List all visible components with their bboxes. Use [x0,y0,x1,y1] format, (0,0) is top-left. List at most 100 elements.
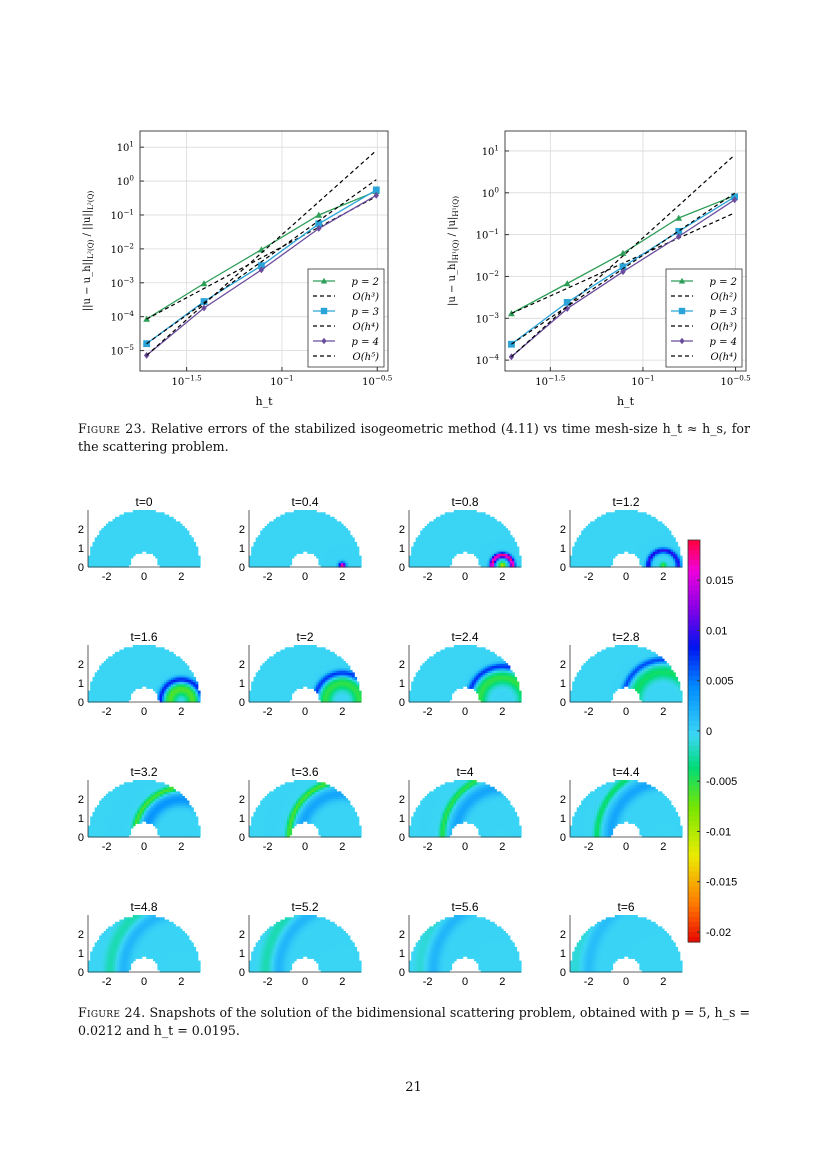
field-cell [456,530,459,534]
field-cell [262,560,266,564]
y-tick-label: 10−1 [476,227,499,242]
field-cell [322,523,326,527]
field-cell [166,553,170,557]
field-cell [329,523,333,527]
field-cell [159,528,163,532]
field-cell [456,523,459,527]
field-cell [157,535,161,538]
field-cell [262,551,266,554]
field-cell [166,562,170,566]
field-cell [422,539,426,543]
field-cell [340,544,344,548]
field-cell [255,551,259,554]
field-cell [325,519,328,522]
field-cell [282,519,286,522]
field-cell [447,521,450,525]
field-cell [123,535,127,538]
field-cell [173,555,176,559]
field-cell [440,535,444,538]
field-cell [164,523,167,527]
field-cell [305,546,308,550]
field-cell [429,555,432,559]
field-cell [117,548,120,552]
field-cell [287,564,290,568]
field-cell [298,510,302,513]
field-cell [336,535,340,538]
field-cell [110,544,114,548]
field-cell [289,528,293,532]
field-cell [144,521,147,525]
field-cell [449,546,453,550]
plot-frame [504,130,747,372]
field-cell [675,541,679,545]
field-cell [182,544,185,548]
field-cell [128,516,132,520]
field-cell [182,551,185,554]
field-cell [186,546,190,550]
field-cell [334,562,337,566]
field-cell [101,546,105,550]
field-cell [262,555,266,559]
field-cell [329,551,333,554]
field-cell [253,560,257,564]
field-cell [418,557,421,561]
field-cell [128,521,132,525]
field-cell [90,548,93,552]
field-cell [99,537,102,541]
field-cell [451,526,455,529]
diamond-marker [676,233,682,240]
field-cell [426,553,430,557]
field-cell [103,537,107,541]
field-cell [456,512,459,516]
field-cell [298,551,302,554]
field-cell [157,516,161,520]
field-cell [289,532,293,536]
field-cell [453,519,457,522]
field-cell [108,526,111,529]
field-cell [429,562,432,566]
field-cell [424,537,428,541]
field-cell [175,555,179,559]
field-cell [150,539,154,543]
field-cell [130,528,134,532]
y-tick-label: 0 [560,562,566,574]
field-cell [130,555,134,559]
field-cell [278,539,281,543]
field-cell [278,548,281,552]
legend-label: p = 4 [352,337,380,348]
field-cell [157,562,161,566]
field-cell [130,514,134,518]
field-cell [327,516,331,520]
field-cell [132,512,136,516]
field-cell [282,521,286,525]
field-cell [435,535,439,538]
field-cell [322,562,326,566]
field-cell [340,551,344,554]
field-cell [311,523,315,527]
field-cell [108,553,111,557]
series-line [146,179,377,345]
diamond-marker [620,268,626,276]
field-cell [128,555,132,559]
field-cell [320,537,324,541]
y-tick-label: 101 [117,140,134,155]
field-cell [159,523,163,527]
field-cell [101,544,105,548]
field-cell [117,541,120,545]
field-cell [135,523,138,527]
field-cell [123,521,127,525]
field-cell [433,553,437,557]
field-cell [287,541,290,545]
legend-label: O(h⁴) [711,352,738,363]
field-cell [135,512,138,516]
field-cell [186,551,190,554]
field-cell [266,535,270,538]
field-cell [305,519,308,522]
field-cell [166,555,170,559]
field-cell [329,553,333,557]
field-cell [418,546,421,550]
field-cell [157,553,161,557]
field-cell [322,526,326,529]
field-cell [449,551,453,554]
field-cell [271,523,275,527]
